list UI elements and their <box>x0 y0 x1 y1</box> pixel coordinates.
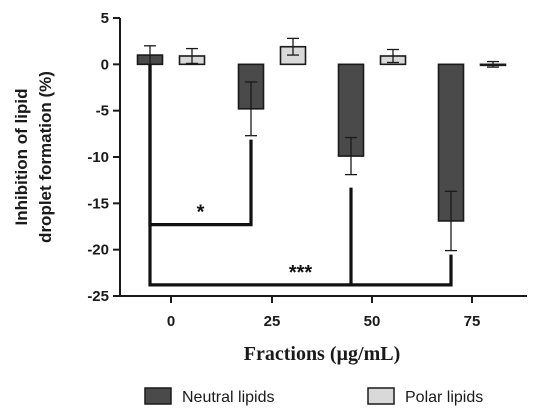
y-tick-label: -20 <box>87 242 109 259</box>
x-tick-label: 75 <box>464 313 481 330</box>
significance-bracket-1 <box>148 64 453 287</box>
y-axis-title-line-1: Inhibition of lipid <box>12 89 31 226</box>
significance-label-0: * <box>197 202 205 224</box>
significance-bracket-0 <box>148 64 253 227</box>
y-tick-label: 5 <box>101 10 109 27</box>
legend-swatch-0 <box>144 387 172 405</box>
legend-swatch-1 <box>367 387 395 405</box>
y-tick-label: -25 <box>87 288 109 305</box>
y-axis: 5 0 -5 -10 -15 -20 -25 <box>87 10 121 305</box>
y-tick-label: -10 <box>87 149 109 166</box>
x-tick-label: 0 <box>167 313 175 330</box>
legend: Neutral lipids Polar lipids <box>144 387 483 406</box>
legend-label-1: Polar lipids <box>405 389 483 406</box>
y-axis-title-line-2: droplet formation (%) <box>36 71 55 243</box>
significance-label-1: *** <box>289 262 313 284</box>
error-bars <box>144 37 499 252</box>
y-tick-label: -15 <box>87 195 109 212</box>
x-tick-label: 25 <box>264 313 281 330</box>
bars <box>136 45 507 222</box>
y-tick-label: -5 <box>96 103 109 120</box>
x-axis-title: Fractions (µg/mL) <box>244 343 401 365</box>
legend-label-0: Neutral lipids <box>182 389 274 406</box>
x-tick-label: 50 <box>364 313 381 330</box>
y-axis-title: Inhibition of lipid droplet formation (%… <box>12 71 55 243</box>
y-tick-label: 0 <box>101 56 109 73</box>
x-axis: 0 25 50 75 <box>120 295 527 330</box>
significance-brackets: **** <box>148 64 453 287</box>
